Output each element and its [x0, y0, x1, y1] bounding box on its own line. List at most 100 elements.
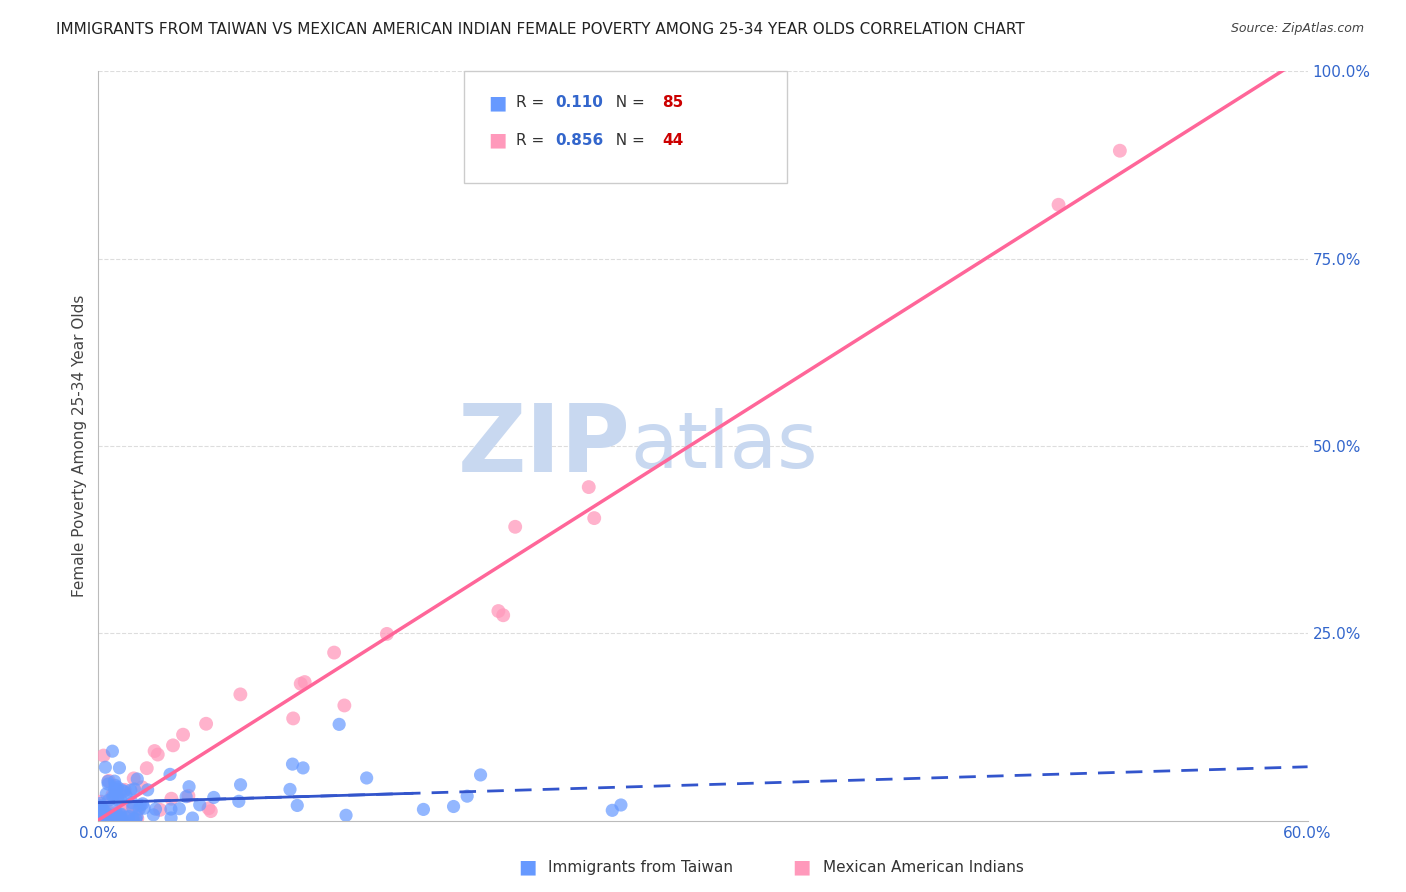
Point [610, 797, 633, 812]
Point [111, 813, 134, 827]
Point [128, 802, 150, 816]
Point [600, 803, 623, 817]
Point [129, 798, 152, 813]
Point [107, 780, 129, 795]
Text: Immigrants from Taiwan: Immigrants from Taiwan [548, 860, 734, 874]
Point [160, 791, 183, 805]
Point [145, 802, 167, 816]
Text: 0.856: 0.856 [555, 133, 603, 147]
Point [97, 773, 120, 788]
Point [160, 802, 183, 816]
Point [100, 799, 122, 814]
Point [125, 809, 148, 823]
Point [443, 799, 465, 814]
Point [202, 790, 225, 805]
Text: N =: N = [606, 95, 650, 110]
Point [103, 806, 125, 821]
Point [89, 805, 111, 820]
Point [101, 789, 124, 804]
Point [97, 793, 120, 807]
Point [197, 801, 219, 815]
Point [134, 801, 156, 815]
Point [229, 778, 252, 792]
Text: Mexican American Indians: Mexican American Indians [823, 860, 1024, 874]
Point [108, 811, 131, 825]
Point [105, 790, 128, 805]
Point [290, 677, 312, 691]
Point [195, 716, 218, 731]
Point [114, 810, 136, 824]
Point [159, 767, 181, 781]
Point [118, 798, 141, 813]
Point [412, 802, 434, 816]
Point [229, 687, 252, 701]
Point [486, 604, 509, 618]
Point [104, 813, 127, 827]
Point [143, 744, 166, 758]
Point [90, 799, 112, 814]
Point [112, 784, 135, 798]
Point [104, 778, 127, 792]
Point [583, 511, 606, 525]
Point [108, 813, 131, 827]
Point [94, 805, 117, 820]
Point [172, 728, 194, 742]
Point [97, 774, 120, 789]
Point [94, 760, 117, 774]
Point [90, 813, 112, 827]
Point [98, 810, 121, 824]
Text: ■: ■ [792, 857, 811, 877]
Point [122, 772, 145, 786]
Point [91, 802, 114, 816]
Point [101, 744, 124, 758]
Point [108, 761, 131, 775]
Point [125, 804, 148, 818]
Text: Source: ZipAtlas.com: Source: ZipAtlas.com [1230, 22, 1364, 36]
Point [110, 812, 132, 826]
Point [127, 812, 149, 826]
Point [1047, 198, 1070, 212]
Point [122, 812, 145, 826]
Point [114, 782, 136, 797]
Text: ZIP: ZIP [457, 400, 630, 492]
Point [101, 788, 124, 802]
Point [578, 480, 600, 494]
Point [375, 627, 398, 641]
Point [335, 808, 357, 822]
Point [110, 793, 132, 807]
Point [160, 811, 183, 825]
Point [89, 798, 111, 813]
Point [323, 646, 346, 660]
Point [121, 796, 143, 810]
Point [177, 789, 200, 803]
Point [101, 808, 124, 822]
Point [111, 783, 134, 797]
Point [89, 797, 111, 811]
Point [96, 805, 118, 819]
Point [125, 812, 148, 826]
Point [146, 747, 169, 762]
Point [90, 795, 112, 809]
Point [118, 809, 141, 823]
Point [93, 809, 115, 823]
Point [96, 813, 118, 827]
Point [200, 804, 222, 818]
Text: ■: ■ [488, 93, 506, 112]
Point [294, 675, 316, 690]
Point [177, 780, 200, 794]
Point [105, 781, 128, 796]
Point [104, 785, 127, 799]
Point [503, 520, 526, 534]
Point [456, 789, 478, 804]
Text: 44: 44 [662, 133, 683, 147]
Point [131, 797, 153, 811]
Point [292, 761, 315, 775]
Point [181, 811, 204, 825]
Point [149, 803, 172, 817]
Point [124, 782, 146, 797]
Point [93, 813, 115, 827]
Point [121, 801, 143, 815]
Text: ■: ■ [488, 130, 506, 150]
Point [98, 812, 121, 826]
Point [127, 772, 149, 786]
